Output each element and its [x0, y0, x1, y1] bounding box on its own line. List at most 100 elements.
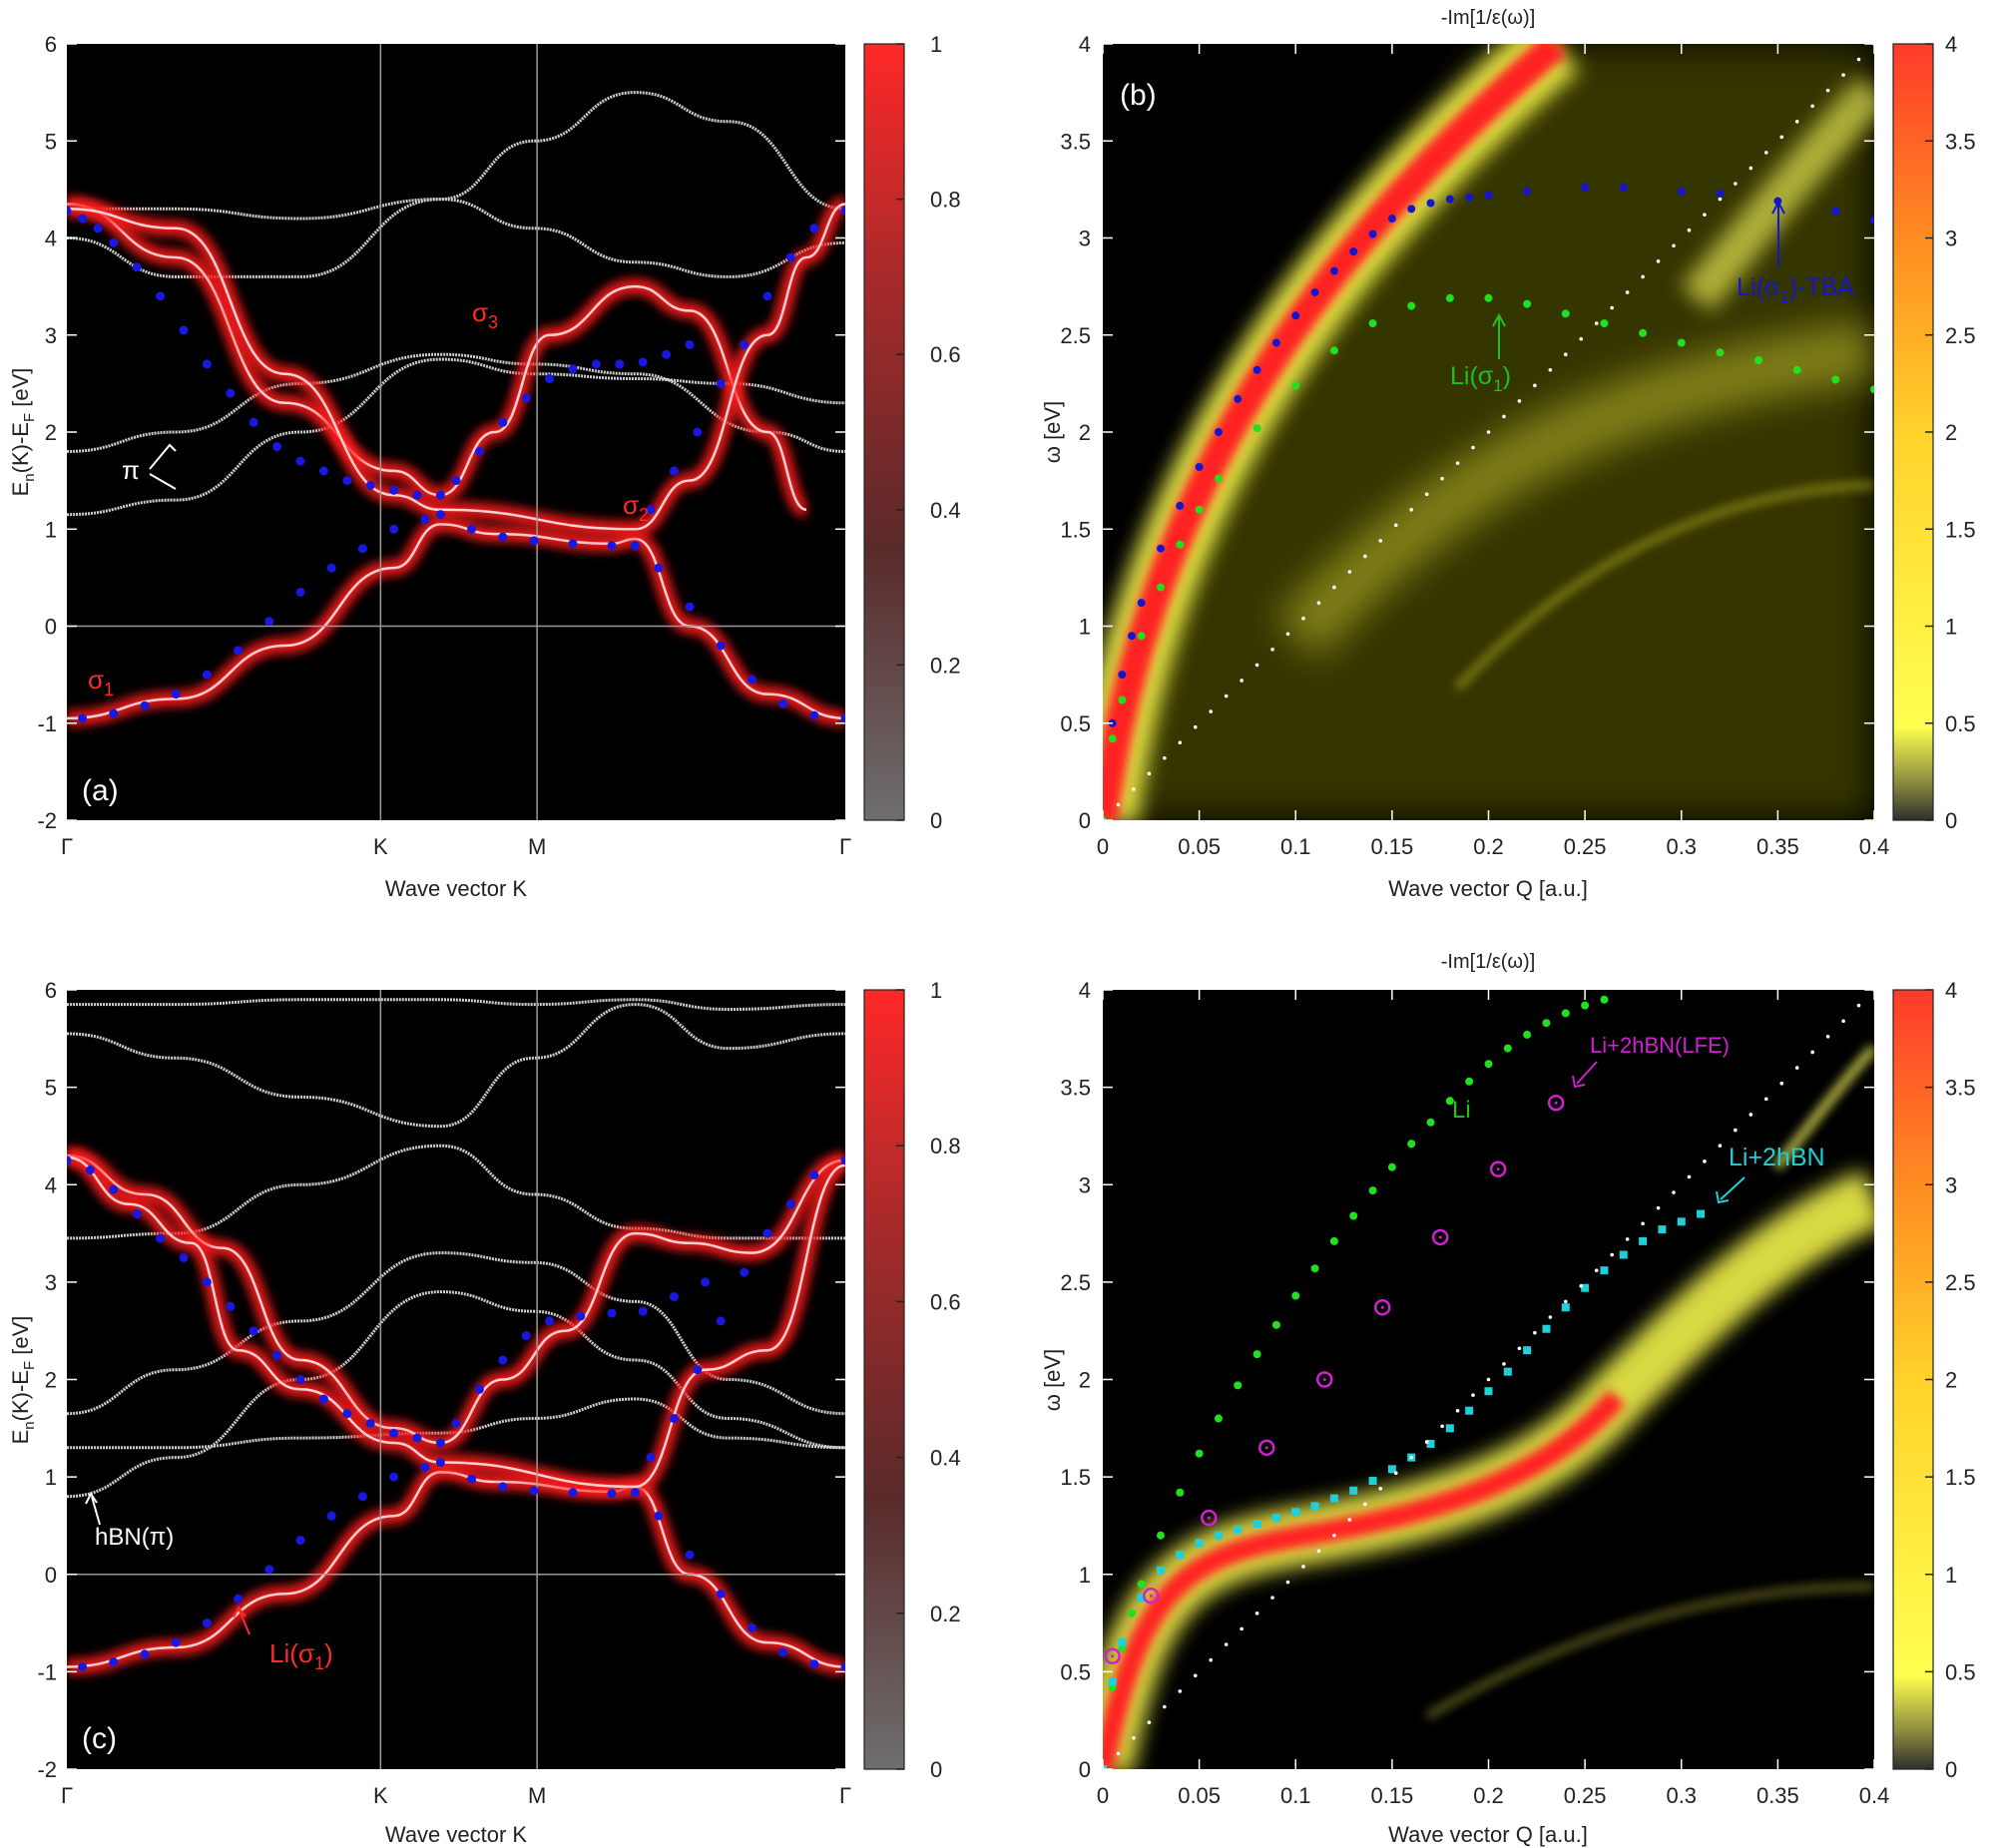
- c-ytick-label: 3: [45, 1270, 57, 1295]
- panel-c-ylabel: En(K)-EF [eV]: [8, 1316, 38, 1445]
- c-tba-dot: [109, 1184, 119, 1194]
- d-cb-tick-label: 2: [1945, 1368, 1957, 1393]
- b-light-line-dot: [1116, 802, 1121, 807]
- a-cb-tick-label: 0.6: [930, 342, 961, 367]
- b-ytick-label: 0: [1079, 808, 1091, 833]
- c-ytick-label: 2: [45, 1368, 57, 1393]
- d-light-line-dot: [1224, 1642, 1229, 1646]
- d-li2hbn-point: [1581, 1283, 1590, 1292]
- b-point-li-1-tba: [1176, 501, 1185, 510]
- d-lfe-point: [1201, 1509, 1218, 1527]
- c-tba-dot: [669, 1292, 679, 1302]
- b-light-line-dot: [1579, 336, 1584, 341]
- d-lfe-point: [1431, 1228, 1449, 1246]
- d-light-line-dot: [1748, 1113, 1753, 1117]
- d-ytick-label: 0: [1079, 1757, 1091, 1782]
- d-light-line-dot: [1455, 1408, 1460, 1413]
- a-tba-dot: [591, 359, 601, 369]
- d-lfe-point-center: [1380, 1305, 1384, 1309]
- b-light-line-dot: [1825, 88, 1830, 93]
- d-li2hbn-point: [1118, 1638, 1127, 1647]
- b-point-li-1-tba: [1426, 199, 1435, 208]
- c-tba-dot: [638, 1306, 648, 1316]
- d-cb-tick-label: 1: [1945, 1563, 1957, 1588]
- panel-a-ylabel: En(K)-EF [eV]: [8, 368, 38, 497]
- c-tba-dot: [412, 1433, 422, 1443]
- d-li2hbn-point: [1108, 1677, 1117, 1686]
- d-xtick-label: 0.1: [1280, 1783, 1311, 1808]
- a-tba-dot: [435, 490, 445, 500]
- a-tba-dot: [264, 617, 274, 627]
- c-tba-dot: [607, 1489, 617, 1499]
- d-point-li: [1523, 1030, 1532, 1039]
- d-light-line-dot: [1548, 1315, 1553, 1319]
- d-lfe-point: [1104, 1647, 1121, 1665]
- c-tba-dot: [685, 1550, 695, 1560]
- d-li2hbn-point: [1156, 1566, 1165, 1575]
- c-tba-dot: [78, 1661, 88, 1671]
- a-xtick-label: K: [373, 834, 388, 859]
- d-light-line-dot: [1254, 1612, 1259, 1616]
- c-ytick-label: 5: [45, 1076, 57, 1101]
- panel-d-label: (d): [1826, 1722, 1863, 1755]
- d-li2hbn-point: [1697, 1209, 1706, 1218]
- d-light-line-dot: [1794, 1066, 1799, 1070]
- d-light-line-dot: [1856, 1003, 1861, 1008]
- b-light-line-dot: [1703, 213, 1707, 217]
- d-xtick-label: 0.05: [1178, 1783, 1221, 1808]
- b-point-li-1-: [1137, 632, 1146, 641]
- sigma1-label: σ1: [88, 665, 114, 699]
- b-xtick-label: 0.2: [1473, 834, 1504, 859]
- tba-arrow: [1771, 200, 1785, 267]
- b-point-li-1-: [1108, 734, 1117, 743]
- c-tba-dot: [778, 1647, 788, 1657]
- b-light-line-dot: [1285, 632, 1290, 637]
- d-light-line-dot: [1301, 1565, 1305, 1569]
- c-tba-dot: [132, 1209, 142, 1219]
- b-light-line-dot: [1254, 663, 1259, 668]
- d-xtick-label: 0.3: [1666, 1783, 1697, 1808]
- a-tba-dot: [365, 480, 375, 490]
- b-ytick-label: 2.5: [1060, 323, 1091, 348]
- b-light-line-dot: [1486, 430, 1491, 434]
- b-ytick-label: 1.5: [1060, 517, 1091, 542]
- a-tba-dot: [389, 524, 399, 534]
- a-tba-dot: [234, 646, 244, 656]
- b-point-li-1-: [1214, 474, 1223, 483]
- c-tba-dot: [202, 1618, 212, 1628]
- a-tba-dot: [809, 224, 819, 233]
- b-point-li-1-: [1291, 381, 1300, 390]
- c-tba-dot: [226, 1301, 236, 1311]
- panel-b-title: -Im[1/ε(ω)]: [1441, 7, 1536, 29]
- b-light-line-dot: [1224, 693, 1229, 698]
- a-tba-dot: [474, 446, 484, 456]
- b-point-li-1-tba: [1234, 394, 1243, 403]
- b-light-line-dot: [1393, 523, 1398, 528]
- li-sigma1-tba-label: Li(σ1)-TBA: [1737, 273, 1854, 306]
- c-cb-tick-label: 0: [930, 1757, 942, 1782]
- b-point-li-1-: [1445, 293, 1454, 302]
- c-gray-band-hBN-pi-1: [67, 1290, 845, 1499]
- b-point-li-1-tba: [1523, 187, 1532, 196]
- d-li2hbn-point: [1176, 1551, 1185, 1560]
- b-point-li-1-: [1870, 385, 1874, 394]
- sigma3-label: σ3: [472, 297, 498, 332]
- d-li2hbn-point: [1252, 1519, 1261, 1528]
- a-tba-dot: [693, 427, 703, 437]
- d-light-line-dot: [1641, 1221, 1645, 1226]
- c-tba-dot: [295, 1536, 305, 1546]
- d-li2hbn-point: [1677, 1217, 1686, 1226]
- li-sigma1-arrow: [1492, 312, 1506, 359]
- b-point-li-1-tba: [1465, 193, 1474, 202]
- c-tba-dot: [357, 1492, 367, 1502]
- c-tba-dot: [740, 1267, 749, 1277]
- d-light-line-dot: [1378, 1487, 1383, 1491]
- d-cb-tick-label: 3.5: [1945, 1076, 1976, 1101]
- a-tba-dot: [840, 206, 845, 216]
- d-light-line-dot: [1656, 1205, 1661, 1210]
- d-light-line-dot: [1579, 1283, 1584, 1288]
- c-tba-dot: [646, 1453, 656, 1463]
- d-lfe-point-center: [1496, 1167, 1500, 1171]
- d-light-line-dot: [1163, 1704, 1167, 1709]
- a-tba-dot: [109, 708, 119, 718]
